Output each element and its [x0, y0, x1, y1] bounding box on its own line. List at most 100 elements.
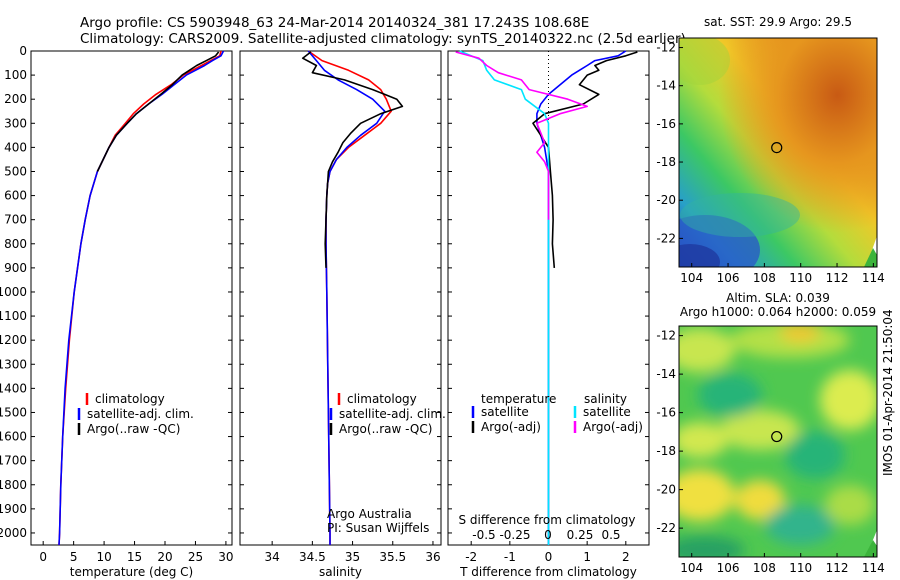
series-line-argo-raw-qc-	[96, 51, 220, 172]
x-tick-label: 34.5	[299, 550, 326, 564]
y-tick-label: 2000	[0, 526, 27, 540]
s-diff-tick: 0	[544, 528, 552, 542]
map-x-tick-label: 108	[753, 561, 776, 575]
map-y-tick-label: -20	[656, 483, 676, 497]
s-diff-tick: -0.5	[472, 528, 495, 542]
x-tick-label: 25	[188, 550, 203, 564]
series-line-salinity-satellite	[459, 50, 550, 545]
sla-map-title-2: Argo h1000: 0.064 h2000: 0.059	[680, 305, 876, 319]
legend-title-salinity: salinity	[584, 392, 627, 406]
x-tick-label: 20	[157, 550, 172, 564]
sst-map: 104 106 108 110 112 114 -12 -14 -16 -18 -20 -22	[656, 37, 885, 285]
y-tick-label: 1200	[0, 333, 27, 347]
y-tick-label: 700	[4, 213, 27, 227]
y-tick-label: 0	[19, 44, 27, 58]
s-diff-tick: 0.25	[567, 528, 594, 542]
x-tick-label: 2	[622, 550, 630, 564]
map-y-tick-label: -20	[656, 193, 676, 207]
y-tick-label: 1700	[0, 454, 27, 468]
map-y-tick-label: -12	[656, 41, 676, 55]
salinity-legend: climatology satellite-adj. clim. Argo(..…	[327, 392, 446, 535]
map-y-tick-label: -16	[656, 406, 676, 420]
map-x-tick-label: 104	[680, 561, 703, 575]
argo-position-marker	[771, 141, 783, 154]
s-diff-tick: 0.5	[601, 528, 620, 542]
legend-label-sal-satellite: satellite	[583, 405, 631, 419]
map-x-tick-label: 112	[826, 561, 849, 575]
map-x-tick-label: 110	[789, 271, 812, 285]
map-y-tick-label: -18	[656, 155, 676, 169]
series-line-salinity-argo-adj-	[455, 51, 589, 220]
y-tick-label: 300	[4, 116, 27, 130]
x-tick-label: -2	[465, 550, 477, 564]
map-y-tick-label: -14	[656, 79, 676, 93]
map-y-tick-label: -22	[656, 521, 676, 535]
legend-label-satellite: satellite-adj. clim.	[339, 407, 446, 421]
y-tick-label: 500	[4, 164, 27, 178]
series-line-satellite-adj-clim-	[307, 50, 386, 545]
x-tick-label: 35.5	[379, 550, 406, 564]
y-tick-label: 400	[4, 140, 27, 154]
legend-label-climatology: climatology	[95, 392, 165, 406]
y-tick-label: 100	[4, 68, 27, 82]
y-tick-label: 1300	[0, 357, 27, 371]
sst-map-title: sat. SST: 29.9 Argo: 29.5	[704, 15, 852, 29]
legend-label-argo: Argo(..raw -QC)	[339, 422, 432, 436]
map-frame	[678, 325, 878, 558]
argo-position-marker	[771, 430, 783, 443]
map-x-tick-label: 106	[717, 271, 740, 285]
x-axis-label: T difference from climatology	[459, 565, 637, 579]
annotation-argo-australia: Argo Australia	[327, 507, 412, 521]
difference-legend: temperature salinity satellite Argo(-adj…	[471, 392, 643, 434]
map-y-tick-label: -18	[656, 444, 676, 458]
x-tick-label: 0	[545, 550, 553, 564]
legend-label-argo: Argo(..raw -QC)	[87, 422, 180, 436]
map-x-tick-label: 114	[862, 271, 885, 285]
y-tick-label: 1100	[0, 309, 27, 323]
y-tick-label: 1900	[0, 502, 27, 516]
s-diff-axis-label: S difference from climatology	[459, 513, 636, 527]
map-y-tick-label: -22	[656, 231, 676, 245]
x-tick-label: 1	[583, 550, 591, 564]
y-tick-label: 900	[4, 261, 27, 275]
legend-label-temp-satellite: satellite	[481, 405, 529, 419]
series-line-argo-raw-qc-	[301, 51, 404, 268]
map-y-tick-label: -12	[656, 329, 676, 343]
legend-label-satellite: satellite-adj. clim.	[87, 407, 194, 421]
y-tick-label: 1000	[0, 285, 27, 299]
y-tick-label: 1500	[0, 405, 27, 419]
plot-frame	[239, 50, 442, 546]
map-x-tick-label: 104	[680, 271, 703, 285]
y-tick-label: 200	[4, 92, 27, 106]
y-tick-label: 800	[4, 237, 27, 251]
map-x-tick-label: 108	[753, 271, 776, 285]
x-tick-label: -1	[504, 550, 516, 564]
x-tick-label: 30	[218, 550, 233, 564]
title-line-2: Climatology: CARS2009. Satellite-adjuste…	[80, 31, 686, 47]
legend-label-sal-argo: Argo(-adj)	[583, 420, 643, 434]
map-x-tick-label: 110	[789, 561, 812, 575]
sla-map: 104 106 108 110 112 114 -12 -14 -16 -18 -20 -22	[656, 325, 885, 575]
map-y-tick-label: -14	[656, 367, 676, 381]
difference-panel: -2 -1 0 1 2T difference from climatology	[447, 50, 650, 579]
sla-map-title-1: Altim. SLA: 0.039	[726, 291, 830, 305]
x-tick-label: 0	[39, 550, 47, 564]
annotation-pi: PI: Susan Wijffels	[327, 521, 429, 535]
y-tick-label: 1800	[0, 478, 27, 492]
x-tick-label: 5	[70, 550, 78, 564]
series-line-temperature-argo-adj-	[532, 51, 638, 268]
map-x-tick-label: 112	[826, 271, 849, 285]
legend-label-climatology: climatology	[347, 392, 417, 406]
sla-field	[679, 326, 877, 557]
map-x-tick-label: 114	[862, 561, 885, 575]
x-tick-label: 36	[425, 550, 440, 564]
legend-title-temperature: temperature	[481, 392, 556, 406]
timestamp-stamp: IMOS 01-Apr-2014 21:50:04	[881, 309, 895, 476]
y-tick-label: 1600	[0, 430, 27, 444]
x-axis-label: salinity	[319, 565, 362, 579]
x-tick-label: 35	[345, 550, 360, 564]
x-tick-label: 34	[265, 550, 280, 564]
title-line-1: Argo profile: CS 5903948_63 24-Mar-2014 …	[80, 15, 589, 31]
x-tick-label: 10	[96, 550, 111, 564]
